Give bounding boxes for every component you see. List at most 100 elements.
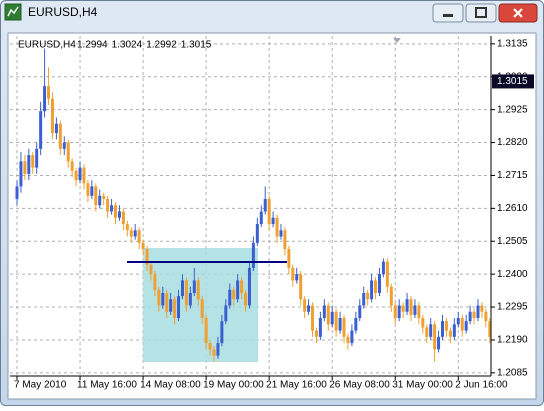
candle-body [188,292,192,306]
y-tick-label: 1.2190 [497,335,528,346]
candle-body [484,311,488,322]
candle-body [121,211,125,225]
minimize-glyph [443,14,453,17]
candle-body [117,211,121,218]
candle-body [90,186,94,196]
candle-body [129,230,133,237]
candle-body [141,242,145,250]
candle-body [338,318,342,331]
candle-body [35,148,39,168]
window-title: EURUSD,H4 [28,5,98,19]
candles [15,48,492,362]
candle-body [334,311,338,331]
candle-body [62,142,66,149]
candle-body [448,330,452,337]
y-tick-label: 1.3135 [497,38,528,49]
candle-body [350,330,354,344]
candle-body [236,280,240,300]
candle-body [287,249,291,268]
candle-body [15,186,19,199]
candle-body [393,305,397,319]
minimize-button[interactable] [432,3,464,23]
candle-body [366,292,370,300]
candle-body [370,280,374,300]
candle-body [54,123,58,134]
close-glyph [513,8,523,18]
candle-body [208,343,212,350]
candle-body [425,327,429,337]
y-tick-label: 1.2925 [497,104,528,115]
quote-value: 1.2994 [77,40,108,51]
candle-body [137,230,141,243]
candle-body [23,161,27,174]
candle-body [184,280,188,306]
candle-body [295,274,299,281]
candle-body [66,142,70,162]
candle-body [39,111,43,149]
x-tick-label: 31 May 00:00 [392,380,453,391]
chart-symbol: EURUSD,H4 [18,40,76,51]
candle-body [78,167,82,181]
candle-body [377,274,381,293]
restore-button[interactable] [465,3,497,23]
candle-body [47,86,51,99]
candle-body [433,324,437,350]
chart-shift-marker[interactable] [393,38,401,43]
candle-body [271,217,275,225]
candle-body [70,161,74,171]
candle-body [232,289,236,300]
candle-body [228,289,232,306]
candle-body [291,267,295,281]
candle-body [204,318,208,344]
candle-body [149,264,153,275]
candle-body [259,211,263,225]
candle-body [98,195,102,206]
candle-body [468,311,472,322]
candle-body [464,321,468,331]
candle-body [413,305,417,315]
candle-body [417,305,421,319]
candle-body [283,230,287,250]
candle-body [247,267,251,306]
candle-body [330,311,334,325]
x-tick-label: 14 May 08:00 [140,380,201,391]
icon-glyph [7,6,19,17]
candle-body [374,280,378,293]
candle-body [58,123,62,149]
x-tick-label: 21 May 16:00 [266,380,327,391]
candle-body [43,86,47,112]
candle-body [480,305,484,312]
candle-body [322,305,326,319]
candle-body [358,305,362,319]
candle-body [153,274,157,290]
candle-body [279,230,283,237]
bid-label: 1.3015 [492,74,534,89]
x-tick-label: 19 May 00:00 [203,380,264,391]
candle-body [200,299,204,319]
x-tick-label: 26 May 08:00 [329,380,390,391]
candle-body [177,296,181,319]
candle-body [263,198,267,212]
bid-label-text: 1.3015 [497,76,528,87]
candle-body [50,98,54,134]
candle-body [196,280,200,300]
candle-body [275,217,279,237]
x-tick-label: 11 May 16:00 [77,380,137,391]
candle-body [303,299,307,312]
candle-body [133,230,137,237]
candle-body [362,292,366,306]
candle-body [31,155,35,168]
candle-body [441,321,445,337]
candle-body [421,318,425,328]
candle-body [19,161,23,187]
candle-body [456,318,460,325]
candle-body [318,318,322,337]
candle-body [86,183,90,196]
candle-body [145,249,149,265]
candle-body [157,289,161,306]
y-tick-label: 1.2505 [497,236,528,247]
candle-body [307,305,311,312]
candle-body [251,242,255,268]
candle-body [311,305,314,331]
x-tick-label: 2 Jun 16:00 [455,380,508,391]
